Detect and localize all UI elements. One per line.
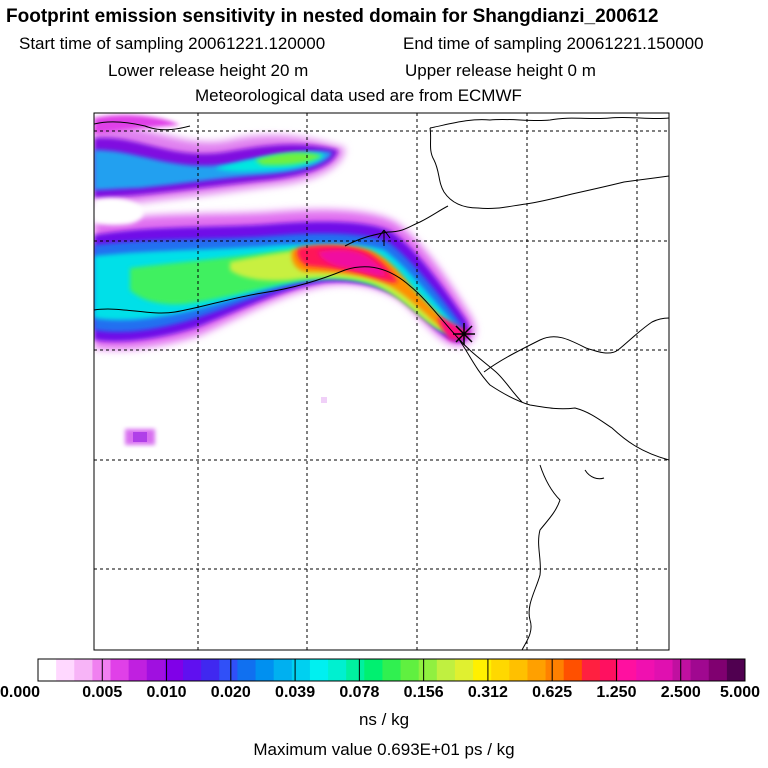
color-scale-tick-label: 0.039 (275, 684, 316, 701)
color-scale-tick-label: 0.078 (339, 684, 380, 701)
color-scale-cell (92, 659, 112, 681)
color-scale-tick-label: 5.000 (720, 684, 761, 701)
color-scale-cell (128, 659, 148, 681)
color-scale-tick-label: 0.312 (467, 684, 508, 701)
color-scale-cell (672, 659, 692, 681)
color-scale-cell (400, 659, 420, 681)
lower-release-height-label: Lower release height 20 m (108, 61, 309, 80)
color-scale-tick-label: 2.500 (660, 684, 701, 701)
color-scale-cell (581, 659, 601, 681)
coastline-outline (94, 116, 669, 650)
color-scale-tick-label: 1.250 (596, 684, 637, 701)
color-scale-tick-label: 0.000 (0, 684, 41, 701)
color-scale-cell (690, 659, 710, 681)
upper-release-height-label: Upper release height 0 m (405, 61, 596, 80)
color-scale-unit: ns / kg (358, 710, 410, 729)
end-time-label: End time of sampling 20061221.150000 (403, 34, 704, 53)
color-scale-cell (146, 659, 166, 681)
color-scale-cell (38, 659, 57, 681)
color-scale-cell (273, 659, 293, 681)
color-scale-cell (183, 659, 202, 681)
color-scale-cell (618, 659, 637, 681)
color-scale-tick-label: 0.010 (146, 684, 187, 701)
color-scale-cell (164, 659, 184, 681)
start-time-label: Start time of sampling 20061221.120000 (19, 34, 326, 53)
color-scale-cell (436, 659, 456, 681)
color-scale-cell (255, 659, 275, 681)
color-scale-tick-label: 0.156 (403, 684, 444, 701)
color-scale-cell (563, 659, 583, 681)
color-scale-cell (708, 659, 728, 681)
color-scale-cell (56, 659, 75, 681)
color-scale-cell (545, 659, 565, 681)
color-scale-cell (110, 659, 130, 681)
color-scale-cell (418, 659, 438, 681)
receptor-star-icon (453, 323, 475, 345)
color-scale-cell (454, 659, 474, 681)
color-scale-tick-label: 0.625 (532, 684, 573, 701)
map-title: Footprint emission sensitivity in nested… (6, 6, 659, 27)
color-scale-cell (509, 659, 528, 681)
color-scale-cell (654, 659, 673, 681)
color-scale-cell (237, 659, 257, 681)
color-scale-cell (346, 659, 365, 681)
color-scale-tick-label: 0.020 (210, 684, 251, 701)
color-scale-cell (201, 659, 220, 681)
color-scale-cell (309, 659, 329, 681)
color-scale-cell (599, 659, 619, 681)
color-scale-cell (636, 659, 655, 681)
color-scale-cell (74, 659, 93, 681)
color-scale-cell (219, 659, 238, 681)
color-scale-cell (382, 659, 402, 681)
color-scale-cell (328, 659, 347, 681)
color-scale-cell (726, 659, 746, 681)
color-scale-tick-label: 0.005 (82, 684, 123, 701)
color-scale-cell (291, 659, 311, 681)
meteo-source-label: Meteorological data used are from ECMWF (195, 86, 522, 105)
color-scale-cell (527, 659, 547, 681)
maximum-value-label: Maximum value 0.693E+01 ps / kg (253, 740, 515, 759)
color-scale-cell (364, 659, 383, 681)
color-scale-cell (491, 659, 510, 681)
color-scale-cell (473, 659, 492, 681)
map-frame (93, 112, 670, 651)
